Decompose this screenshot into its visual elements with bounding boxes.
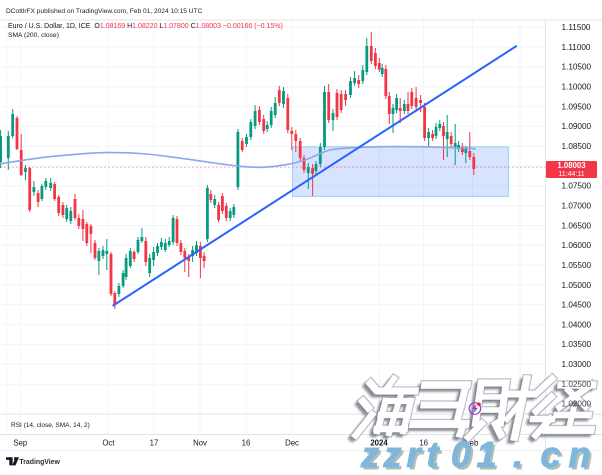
svg-text:Sep: Sep — [13, 438, 28, 447]
svg-text:RSI (14, close, SMA, 14, 2): RSI (14, close, SMA, 14, 2) — [11, 422, 90, 429]
svg-text:1.11500: 1.11500 — [562, 23, 591, 32]
svg-text:DCottlrFX published on Trading: DCottlrFX published on TradingView.com, … — [6, 8, 203, 15]
svg-text:r: r — [407, 434, 423, 470]
svg-text:1.11000: 1.11000 — [562, 43, 591, 52]
svg-text:1: 1 — [477, 434, 497, 470]
svg-text:1.03000: 1.03000 — [562, 360, 592, 369]
svg-text:Nov: Nov — [193, 438, 207, 447]
svg-text:r: r — [409, 437, 425, 471]
svg-text:1.03500: 1.03500 — [562, 340, 592, 349]
svg-text:t: t — [429, 437, 443, 471]
svg-text:c: c — [541, 434, 561, 470]
svg-text:n: n — [569, 434, 591, 470]
svg-text:1.05000: 1.05000 — [562, 281, 592, 290]
svg-text:1.08003: 1.08003 — [557, 161, 586, 170]
svg-text:1.02000: 1.02000 — [562, 400, 592, 409]
svg-text:1.06000: 1.06000 — [562, 241, 592, 250]
svg-text:z: z — [385, 437, 404, 471]
svg-text:z: z — [383, 434, 402, 470]
svg-text:16: 16 — [242, 438, 251, 447]
svg-text:Oct: Oct — [102, 438, 115, 447]
svg-text:17: 17 — [150, 438, 159, 447]
svg-text:1.07500: 1.07500 — [562, 182, 592, 191]
svg-text:.: . — [513, 434, 523, 470]
svg-text:1.04500: 1.04500 — [562, 301, 592, 310]
svg-text:Dec: Dec — [285, 438, 299, 447]
svg-text:1.08500: 1.08500 — [562, 142, 592, 151]
svg-text:z: z — [363, 437, 382, 471]
svg-text:c: c — [543, 437, 563, 471]
svg-text:2024: 2024 — [370, 438, 388, 447]
svg-text:1.10000: 1.10000 — [562, 83, 592, 92]
svg-text:TradingView: TradingView — [19, 459, 60, 466]
svg-text:0: 0 — [451, 434, 471, 470]
svg-text:Euro / U.S. Dollar, 1D, ICE O: Euro / U.S. Dollar, 1D, ICE O1.08169 H1.… — [8, 23, 283, 30]
svg-text:.: . — [516, 437, 526, 471]
svg-text:1.10500: 1.10500 — [562, 63, 592, 72]
svg-text:1.09000: 1.09000 — [562, 122, 592, 131]
svg-text:n: n — [571, 437, 593, 471]
svg-text:0: 0 — [454, 437, 474, 471]
svg-text:z: z — [360, 434, 379, 470]
svg-text:11:44:11: 11:44:11 — [558, 171, 584, 178]
svg-text:Feb: Feb — [465, 438, 479, 447]
svg-text:1.06500: 1.06500 — [562, 221, 592, 230]
svg-text:1: 1 — [479, 437, 499, 471]
svg-text:SMA (200, close): SMA (200, close) — [8, 32, 59, 39]
svg-text:1.02500: 1.02500 — [562, 380, 592, 389]
svg-text:1.04000: 1.04000 — [562, 320, 592, 329]
svg-text:1.07000: 1.07000 — [562, 202, 592, 211]
svg-text:1.05500: 1.05500 — [562, 261, 592, 270]
svg-text:t: t — [427, 434, 441, 470]
svg-text:16: 16 — [419, 438, 428, 447]
svg-text:1.09500: 1.09500 — [562, 102, 592, 111]
